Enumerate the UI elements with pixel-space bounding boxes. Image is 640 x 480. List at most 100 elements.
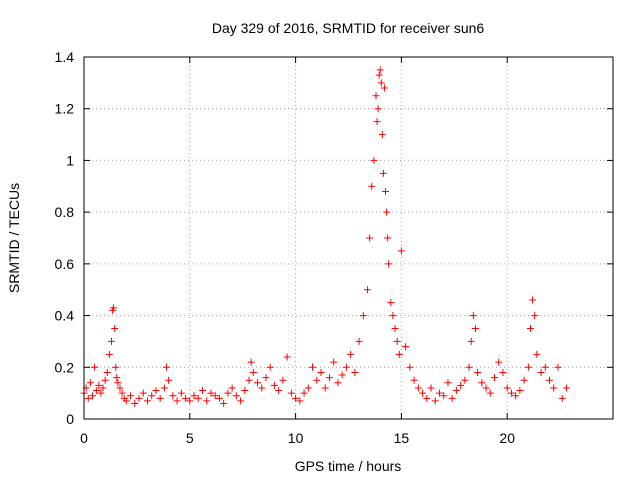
data-point (190, 392, 198, 400)
data-point (313, 376, 321, 384)
data-point (491, 374, 499, 382)
data-point (366, 234, 374, 242)
data-point (368, 182, 376, 190)
data-point (156, 394, 164, 402)
data-point (84, 394, 92, 402)
data-point (127, 392, 135, 400)
data-point (529, 296, 537, 304)
data-point (474, 368, 482, 376)
data-point (241, 387, 249, 395)
data-point (355, 337, 363, 345)
data-point (397, 247, 405, 255)
data-point (262, 374, 270, 382)
data-point (112, 363, 120, 371)
data-point (406, 363, 414, 371)
data-point (383, 208, 391, 216)
data-point (131, 399, 139, 407)
data-point (499, 368, 507, 376)
data-point (372, 92, 380, 100)
data-point (414, 384, 422, 392)
data-point (338, 371, 346, 379)
data-point (512, 392, 520, 400)
data-point (469, 312, 477, 320)
data-point (139, 389, 147, 397)
data-point (533, 350, 541, 358)
data-point (444, 379, 452, 387)
data-point (364, 286, 372, 294)
data-point (351, 368, 359, 376)
x-tick-label: 20 (499, 430, 515, 446)
y-tick-label: 1.2 (55, 101, 75, 117)
data-point (91, 363, 99, 371)
data-point (275, 387, 283, 395)
data-point (461, 376, 469, 384)
grid (84, 57, 613, 419)
data-point (452, 387, 460, 395)
data-point (88, 392, 96, 400)
data-point (471, 325, 479, 332)
chart-title: Day 329 of 2016, SRMTID for receiver sun… (212, 20, 485, 36)
data-point (562, 384, 570, 392)
data-point (380, 84, 388, 92)
data-points (80, 66, 570, 407)
data-point (249, 368, 257, 376)
data-point (387, 299, 395, 307)
data-point (546, 376, 554, 384)
data-point (108, 337, 116, 345)
data-point (376, 66, 384, 74)
data-point (160, 384, 168, 392)
data-point (321, 384, 329, 392)
data-point (334, 379, 342, 387)
data-point (198, 387, 206, 395)
data-point (389, 312, 397, 320)
data-point (377, 79, 385, 87)
data-point (266, 363, 274, 371)
data-point (402, 343, 410, 351)
data-point (550, 384, 558, 392)
data-point (448, 394, 456, 402)
x-tick-label: 10 (288, 430, 304, 446)
data-point (317, 368, 325, 376)
data-point (330, 358, 338, 366)
data-point (526, 325, 534, 332)
data-point (486, 389, 494, 397)
y-tick-label: 0 (66, 411, 74, 427)
data-point (373, 118, 381, 126)
data-point (258, 384, 266, 392)
data-point (435, 389, 443, 397)
data-point (410, 376, 418, 384)
data-point (478, 379, 486, 387)
data-point (558, 394, 566, 402)
data-point (283, 353, 291, 361)
data-point (374, 105, 382, 113)
data-point (228, 384, 236, 392)
data-point (384, 234, 392, 242)
data-point (370, 156, 378, 164)
data-point (325, 374, 333, 382)
data-point (101, 376, 109, 384)
data-point (116, 384, 124, 392)
data-point (163, 363, 171, 371)
data-point (287, 389, 295, 397)
data-point (375, 71, 383, 79)
data-point (467, 337, 475, 345)
y-tick-label: 1.4 (55, 49, 75, 65)
data-point (347, 350, 355, 358)
x-tick-label: 15 (394, 430, 410, 446)
data-point (391, 325, 399, 332)
data-point (292, 394, 300, 402)
data-point (423, 394, 431, 402)
data-point (541, 363, 549, 371)
x-tick-label: 0 (80, 430, 88, 446)
data-point (173, 397, 181, 405)
data-point (215, 394, 223, 402)
data-point (169, 392, 177, 400)
data-point (385, 260, 393, 268)
data-point (186, 397, 194, 405)
data-point (237, 397, 245, 405)
data-point (342, 363, 350, 371)
data-point (113, 374, 121, 382)
data-point (93, 387, 101, 395)
data-point (194, 394, 202, 402)
data-point (554, 363, 562, 371)
